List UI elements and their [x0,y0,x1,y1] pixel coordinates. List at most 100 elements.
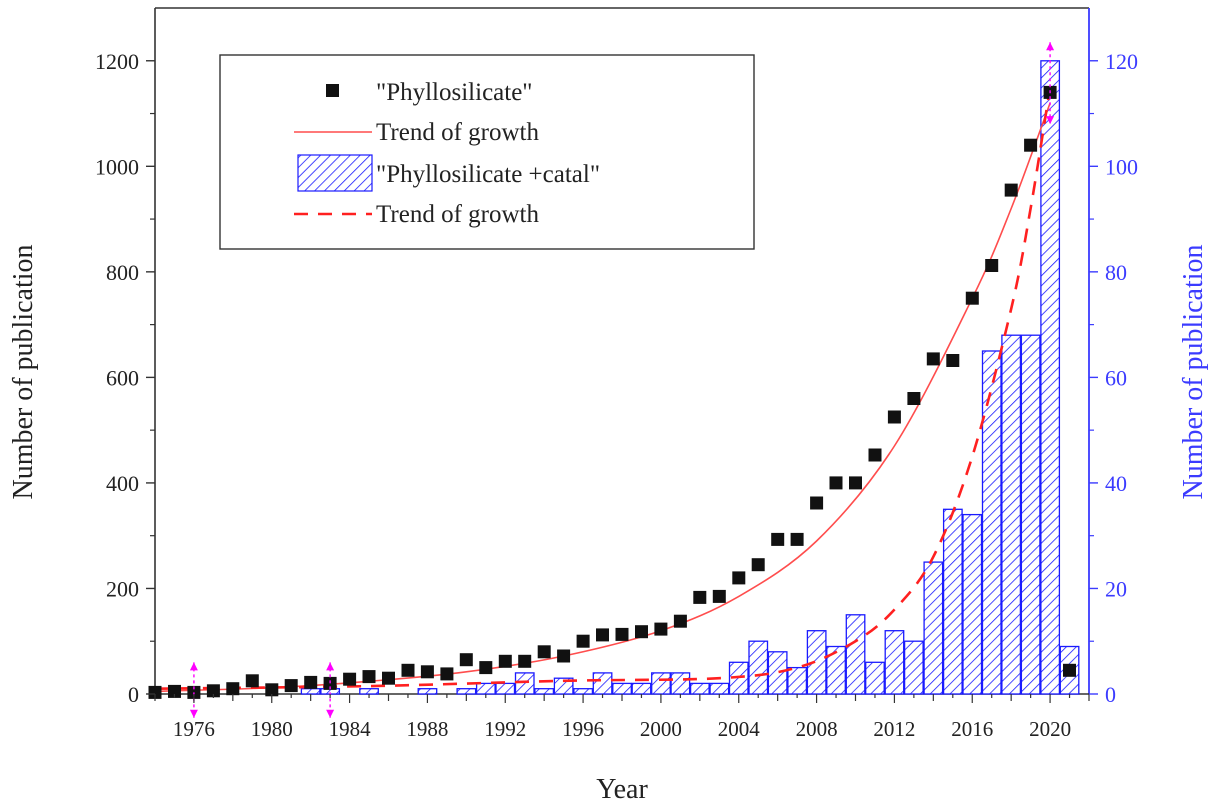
x-tick-label: 1992 [484,717,526,741]
legend-square-icon [326,84,339,97]
catal-bar [456,688,477,695]
y-right-tick-label: 120 [1105,49,1138,74]
phyllosilicate-point [537,645,551,659]
phyllosilicate-point [654,622,668,636]
y-left-tick-label: 200 [106,576,139,601]
catal-bar [962,513,983,695]
phyllosilicate-point [245,674,259,688]
y-axis-title-right: Number of publication [1178,244,1209,499]
catal-bar [359,688,379,695]
phyllosilicate-point [362,670,376,684]
phyllosilicate-point [946,354,960,367]
catal-bar [981,350,1002,695]
phyllosilicate-point [712,589,726,603]
legend-hatched-bar-icon [297,154,373,192]
range-marker-arrow-down [189,709,198,718]
range-marker-arrow-up [326,662,335,671]
legend-box [219,54,755,250]
phyllosilicate-point [1024,138,1038,152]
x-tick-label: 2008 [796,717,838,741]
phyllosilicate-point [440,667,454,681]
catal-bar [495,682,516,695]
phyllosilicate-point [693,590,707,604]
phyllosilicate-point [168,684,181,698]
catal-bar [475,682,496,695]
range-marker-arrow-up [1046,42,1055,51]
x-tick-label: 1996 [562,717,604,741]
trend-dashed-curve [154,86,1052,690]
x-tick-label: 2020 [1029,717,1071,741]
phyllosilicate-point [401,663,415,677]
legend-label-phyllosilicate: "Phyllosilicate" [376,79,533,106]
catal-bar [1040,60,1061,695]
phyllosilicate-point [868,448,882,462]
x-tick-label: 1988 [406,717,448,741]
y-right-tick-label: 40 [1105,471,1127,496]
catal-bar [865,661,885,695]
catal-bar [826,645,846,695]
range-marker-arrow-up [189,662,198,671]
catal-bar [670,672,691,695]
phyllosilicate-point [615,627,629,641]
phyllosilicate-point [926,352,940,366]
bars-layer [300,60,1080,695]
catal-bar [923,561,944,695]
x-tick-label: 1984 [329,717,372,741]
phyllosilicate-point [635,625,648,639]
catal-bar [417,688,438,695]
catal-bar [514,672,535,695]
catal-bar [884,630,905,695]
phyllosilicate-point [1004,183,1018,197]
y-left-tick-label: 400 [106,471,139,496]
catal-bar [300,688,321,695]
catal-bar [767,651,788,695]
y-left-tick-label: 800 [106,260,139,285]
legend-label-trend-dashed: Trend of growth [376,201,539,228]
x-tick-label: 2012 [873,717,915,741]
y-left-tick-label: 1200 [95,49,139,74]
phyllosilicate-point [323,676,337,690]
legend-label-trend-solid: Trend of growth [376,119,539,146]
y-right-tick-label: 0 [1105,682,1116,707]
phyllosilicate-point [849,476,862,490]
phyllosilicate-point [810,496,824,510]
x-tick-label: 1980 [251,717,293,741]
phyllosilicate-point [382,671,395,685]
catal-bar [1001,334,1022,695]
ticks-layer: 1976 1980 1984 1988 1992 1996 2000 2004 2008 2012… [95,49,1138,741]
catal-bar [631,682,652,695]
legend: "Phyllosilicate" Trend of growth "Phyllo… [219,54,755,250]
catal-bar [709,682,730,695]
phyllosilicate-point [284,679,298,693]
phyllosilicate-point [985,259,999,272]
catal-bar [689,682,710,695]
phyllosilicate-point [206,684,220,698]
y-right-tick-label: 100 [1105,154,1138,179]
markers-layer [189,42,1055,718]
x-tick-label: 2004 [718,717,761,741]
phyllosilicate-point [420,665,434,679]
catal-bar [942,508,963,695]
y-right-tick-label: 20 [1105,576,1127,601]
catal-bar [748,640,769,695]
phyllosilicate-point [576,634,590,648]
phyllosilicate-point [148,685,162,699]
phyllosilicate-point [751,558,765,572]
catal-bar [651,672,671,695]
catal-bar [592,672,613,695]
phyllosilicate-point [829,476,843,490]
phyllosilicate-point [226,682,240,696]
y-right-tick-label: 80 [1105,260,1127,285]
catal-bar [787,666,808,695]
catal-bar [845,614,866,695]
phyllosilicate-point [732,571,746,585]
range-marker-arrow-down [1046,116,1055,125]
x-tick-label: 2016 [951,717,993,741]
y-right-tick-label: 60 [1105,365,1127,390]
catal-bar [903,640,924,695]
x-axis-title: Year [596,774,648,805]
phyllosilicate-point [265,683,279,697]
catal-bar [612,682,632,695]
phyllosilicate-point [479,661,493,675]
y-left-tick-label: 1000 [95,154,139,179]
